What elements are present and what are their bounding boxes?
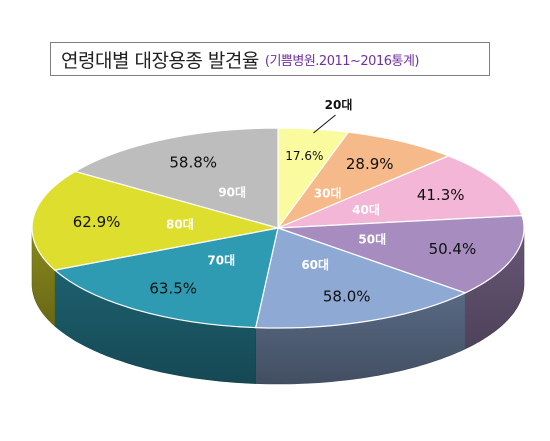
pie-category-label-4: 60대 — [301, 258, 329, 272]
pie-leader-line-0 — [313, 114, 336, 134]
pie-value-label-4: 58.0% — [323, 288, 371, 306]
pie-labels: 17.6% 20대 28.9% 30대 41.3% 40대 50.4% 50대 58.0% 60대… — [73, 98, 476, 306]
pie-side-shade-4 — [255, 292, 466, 384]
chart-subtitle: (기쁨병원.2011~2016통계) — [264, 53, 420, 69]
pie-side-shade-6 — [32, 228, 55, 327]
pie-category-label-1: 30대 — [314, 186, 342, 200]
pie-slice-4 — [254, 227, 467, 329]
pie-side-shade-3 — [465, 228, 524, 349]
pie-slice-7 — [73, 127, 279, 229]
pie-category-label-6: 80대 — [166, 218, 194, 232]
pie-side-shade-5 — [54, 270, 256, 384]
pie-value-label-3: 50.4% — [429, 240, 477, 258]
pie-category-label-5: 70대 — [207, 254, 235, 268]
pie-tops — [31, 127, 525, 329]
pie-category-label-7: 90대 — [218, 186, 246, 200]
pie-slice-3 — [277, 214, 525, 294]
chart-title: 연령대별 대장용종 발견율 — [61, 49, 259, 72]
pie-category-label-2: 40대 — [352, 203, 380, 217]
pie-slice-5 — [53, 227, 279, 329]
pie-slice-2 — [277, 155, 523, 229]
chart-title-box: 연령대별 대장용종 발견율 (기쁨병원.2011~2016통계) — [50, 42, 490, 76]
pie-value-label-1: 28.9% — [346, 155, 394, 173]
pie-value-label-5: 63.5% — [149, 280, 197, 298]
pie-value-label-6: 62.9% — [73, 213, 121, 231]
pie-sides — [31, 228, 525, 385]
pie-value-label-7: 58.8% — [169, 154, 217, 172]
pie-value-label-2: 41.3% — [417, 186, 465, 204]
pie-value-label-0: 17.6% — [285, 149, 323, 163]
pie-slice-1 — [276, 131, 451, 230]
pie-slice-6 — [31, 170, 279, 271]
pie-category-label-3: 50대 — [358, 233, 386, 247]
pie-category-label-0: 20대 — [325, 98, 353, 112]
